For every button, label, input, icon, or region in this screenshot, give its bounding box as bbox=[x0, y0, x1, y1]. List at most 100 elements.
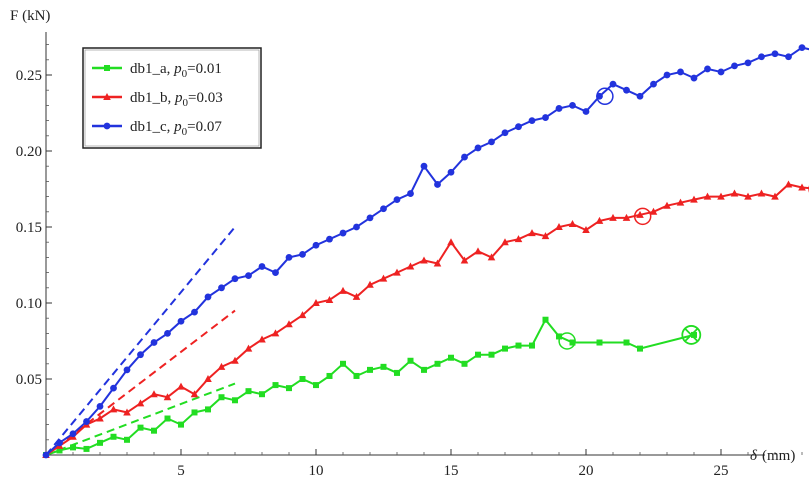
db1_c-point bbox=[407, 190, 414, 197]
x-axis-symbol: δ bbox=[750, 448, 758, 464]
db1_a-point bbox=[380, 363, 387, 370]
db1_a-point bbox=[569, 339, 576, 346]
legend-equals: = bbox=[187, 119, 195, 135]
db1_c-point bbox=[677, 68, 684, 76]
legend-p-subscript: 0 bbox=[182, 126, 188, 138]
db1_b-point bbox=[379, 274, 388, 282]
db1_a-point bbox=[448, 354, 454, 361]
db1_c-point bbox=[542, 114, 549, 121]
db1_c-point bbox=[245, 272, 252, 280]
db1_b-point bbox=[217, 362, 226, 370]
db1_a-point bbox=[164, 415, 171, 422]
legend-equals: = bbox=[188, 90, 196, 106]
db1_a-point bbox=[542, 316, 549, 323]
db1_b-point bbox=[366, 280, 374, 288]
db1_c-tangent-line bbox=[45, 226, 236, 456]
db1_c-point bbox=[690, 74, 698, 82]
legend-p-subscript: 0 bbox=[183, 97, 189, 109]
y-axis-title: F (kN) bbox=[10, 8, 50, 24]
db1_b-point bbox=[474, 247, 482, 255]
db1_c-point bbox=[420, 162, 428, 170]
db1_b-point bbox=[744, 192, 752, 200]
db1_b-point bbox=[730, 189, 739, 197]
db1_c-point bbox=[569, 102, 576, 109]
db1_c-point bbox=[366, 214, 374, 222]
db1_b-point bbox=[352, 292, 361, 300]
db1_b-point bbox=[649, 207, 658, 215]
db1_b-point bbox=[703, 192, 712, 200]
x-tick-label: 20 bbox=[579, 463, 594, 479]
db1_c-point bbox=[204, 293, 212, 301]
db1_b-point bbox=[757, 189, 766, 197]
db1_a-point bbox=[529, 342, 535, 349]
db1_b-point bbox=[285, 320, 293, 328]
db1_a-point bbox=[488, 351, 495, 358]
db1_c-point bbox=[96, 402, 104, 410]
db1_a-point bbox=[623, 339, 630, 346]
db1_a-point bbox=[394, 369, 400, 376]
db1_a-point bbox=[407, 357, 414, 364]
db1_c-point bbox=[231, 275, 239, 283]
db1_b-point bbox=[312, 299, 320, 306]
db1_b-point bbox=[271, 329, 280, 337]
db1_c-point bbox=[123, 366, 131, 374]
legend-sep: , bbox=[167, 119, 175, 135]
legend-swatch-marker bbox=[103, 93, 111, 100]
db1_c-point bbox=[177, 317, 185, 325]
db1_c-point bbox=[609, 80, 617, 88]
db1_a-point bbox=[205, 406, 211, 413]
axes: 510152025300.050.100.150.200.25F (kN)δ(m… bbox=[10, 8, 803, 479]
legend-swatch-marker bbox=[103, 122, 111, 130]
db1_a-point bbox=[691, 331, 697, 338]
db1_b-line bbox=[45, 183, 809, 456]
legend-equals: = bbox=[187, 61, 195, 77]
db1_b-point bbox=[298, 311, 307, 319]
db1_b-point bbox=[771, 192, 779, 200]
db1_a-point bbox=[259, 391, 265, 398]
legend-p-value: 0.03 bbox=[196, 90, 222, 106]
db1_c-point bbox=[150, 339, 158, 346]
db1_b-point bbox=[555, 223, 563, 230]
db1_b-point bbox=[109, 405, 118, 413]
db1_b-point bbox=[514, 235, 523, 243]
legend-p-subscript: 0 bbox=[182, 68, 188, 80]
db1_b-point bbox=[150, 390, 158, 398]
db1_c-series bbox=[42, 44, 809, 459]
db1_c-point bbox=[339, 229, 347, 237]
db1_a-point bbox=[151, 427, 157, 434]
db1_a-point bbox=[502, 345, 508, 352]
db1_a-point bbox=[137, 424, 144, 431]
db1_a-tangent-line bbox=[45, 382, 236, 456]
db1_a-circled-marker bbox=[558, 332, 576, 350]
legend-sep: , bbox=[167, 61, 175, 77]
db1_c-point bbox=[515, 123, 522, 131]
db1_c-point bbox=[56, 439, 63, 447]
legend-sep: , bbox=[168, 90, 176, 106]
db1_c-point bbox=[650, 80, 657, 88]
y-tick-label: 0.25 bbox=[16, 68, 42, 84]
x-axis-unit: (mm) bbox=[762, 448, 795, 464]
db1_b-series bbox=[42, 180, 809, 458]
db1_b-point bbox=[244, 344, 253, 352]
db1_c-point bbox=[83, 418, 90, 425]
legend-label: db1_b, p0=0.03 bbox=[130, 90, 223, 109]
x-tick-label: 25 bbox=[714, 463, 729, 479]
db1_b-point bbox=[717, 192, 725, 200]
db1_b-point bbox=[136, 399, 145, 407]
db1_b-point bbox=[258, 335, 266, 343]
y-tick-label: 0.20 bbox=[16, 144, 42, 160]
y-tick-label: 0.15 bbox=[16, 220, 42, 236]
db1_c-point bbox=[434, 181, 441, 188]
db1_a-point bbox=[191, 409, 198, 416]
legend-label: db1_a, p0=0.01 bbox=[130, 61, 222, 80]
db1_b-point bbox=[190, 390, 199, 398]
db1_b-point bbox=[433, 259, 442, 267]
db1_c-point bbox=[285, 254, 293, 261]
db1_a-point bbox=[272, 382, 279, 389]
db1_a-point bbox=[178, 421, 184, 428]
db1_a-point bbox=[326, 372, 333, 379]
db1_c-point bbox=[272, 269, 279, 276]
db1_c-point bbox=[299, 250, 306, 258]
db1_a-point bbox=[461, 360, 468, 367]
